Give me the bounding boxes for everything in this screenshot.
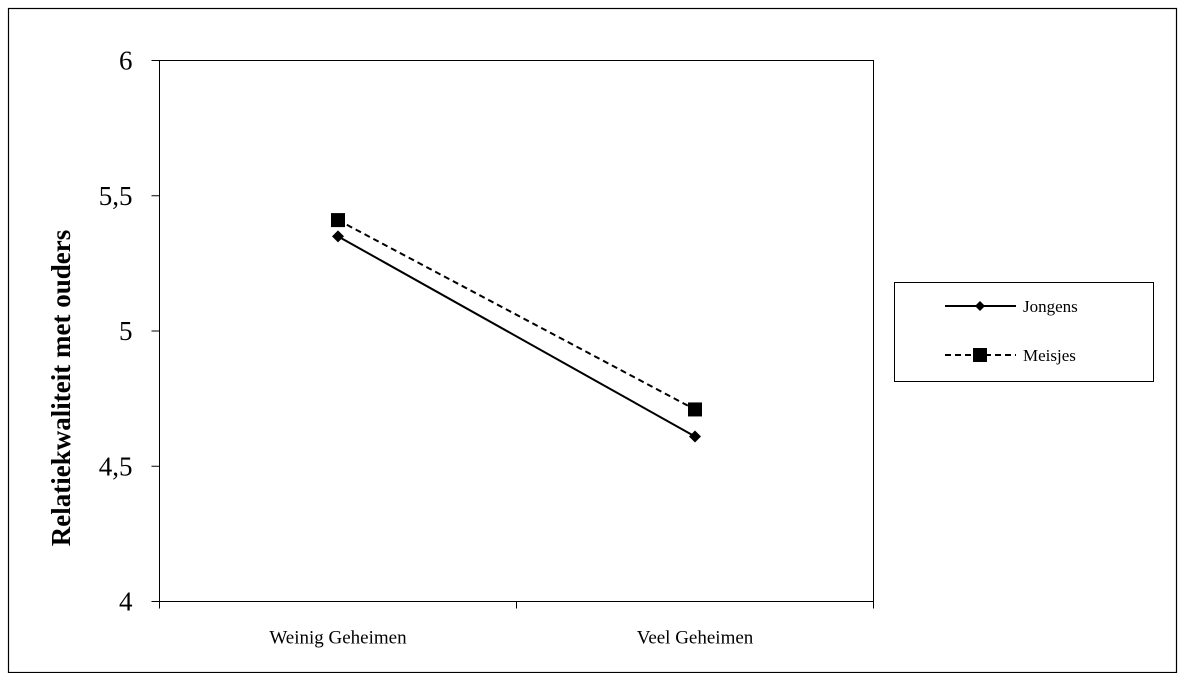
series-jongens — [332, 230, 701, 443]
legend-item-jongens: Jongens — [945, 297, 1078, 316]
y-tick-label: 5,5 — [99, 181, 133, 211]
legend-marker — [973, 348, 987, 362]
legend: Jongens Meisjes — [894, 282, 1154, 382]
series-line — [337, 235, 696, 438]
plot-area — [159, 60, 874, 602]
data-point — [331, 213, 345, 228]
legend-box — [894, 282, 1154, 382]
x-tick-label: Veel Geheimen — [637, 628, 754, 649]
y-tick-label: 6 — [119, 46, 133, 76]
legend-item-meisjes: Meisjes — [945, 346, 1076, 365]
y-tick-label: 4,5 — [99, 451, 133, 481]
data-point — [688, 402, 702, 417]
legend-label: Meisjes — [1023, 346, 1076, 365]
data-point — [689, 430, 701, 443]
y-axis-label: Relatiekwaliteit met ouders — [46, 230, 76, 546]
legend-marker — [975, 301, 985, 311]
series-meisjes — [331, 213, 702, 417]
data-point — [332, 230, 344, 243]
y-tick-label: 4 — [119, 587, 133, 617]
x-tick-label: Weinig Geheimen — [269, 628, 407, 649]
series-layer — [331, 213, 702, 443]
x-axis: Weinig Geheimen Veel Geheimen — [159, 601, 874, 649]
y-tick-label: 5 — [119, 316, 133, 346]
legend-label: Jongens — [1023, 297, 1078, 316]
series-line — [337, 219, 696, 411]
y-axis: 4 4,5 5 5,5 6 — [99, 46, 160, 617]
